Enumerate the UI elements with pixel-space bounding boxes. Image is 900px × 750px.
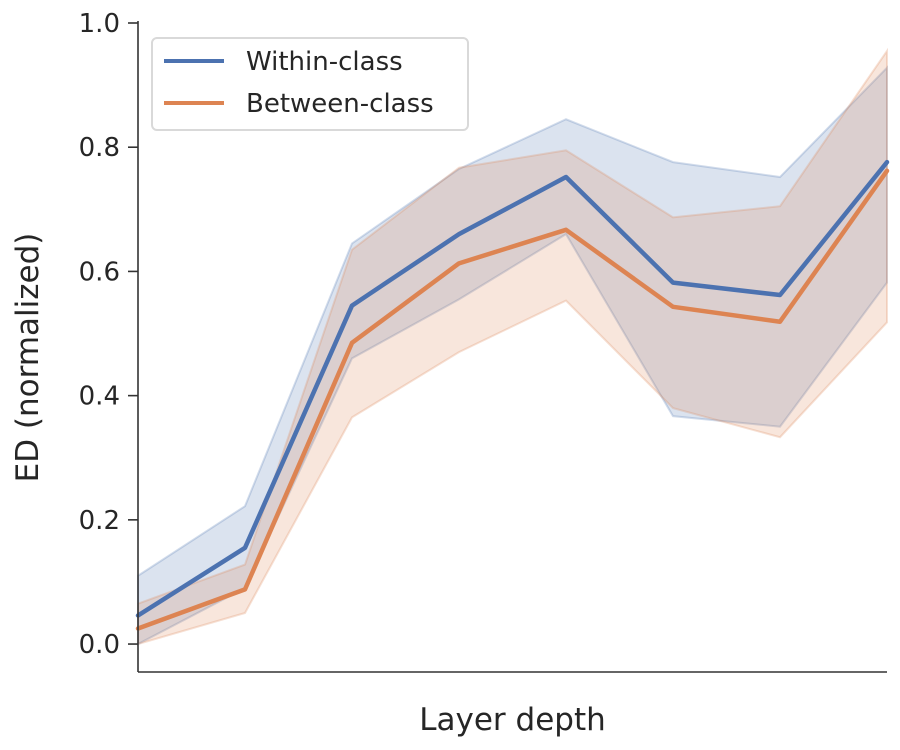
y-tick-label: 0.6 (79, 257, 120, 287)
y-tick-label: 0.8 (79, 133, 120, 163)
y-tick-label: 0.0 (79, 630, 120, 660)
legend: Within-class Between-class (151, 37, 469, 131)
y-tick-label: 0.2 (79, 506, 120, 536)
y-tick-label: 1.0 (79, 9, 120, 39)
axes (137, 21, 887, 673)
y-ticks: 0.0 0.2 0.4 0.6 0.8 1.0 (79, 9, 138, 660)
legend-label-within-class: Within-class (246, 47, 403, 77)
series-lines (135, 159, 890, 631)
x-axis-title: Layer depth (419, 702, 606, 738)
legend-label-between-class: Between-class (246, 89, 434, 119)
series-line-between-class (135, 168, 890, 631)
y-tick-label: 0.4 (79, 382, 120, 412)
confidence-band-within-class (137, 65, 888, 646)
confidence-band-between-class (137, 47, 888, 646)
legend-box (151, 37, 469, 131)
y-axis-title: ED (normalized) (10, 233, 46, 483)
confidence-bands (137, 47, 888, 646)
series-line-within-class (135, 159, 890, 618)
